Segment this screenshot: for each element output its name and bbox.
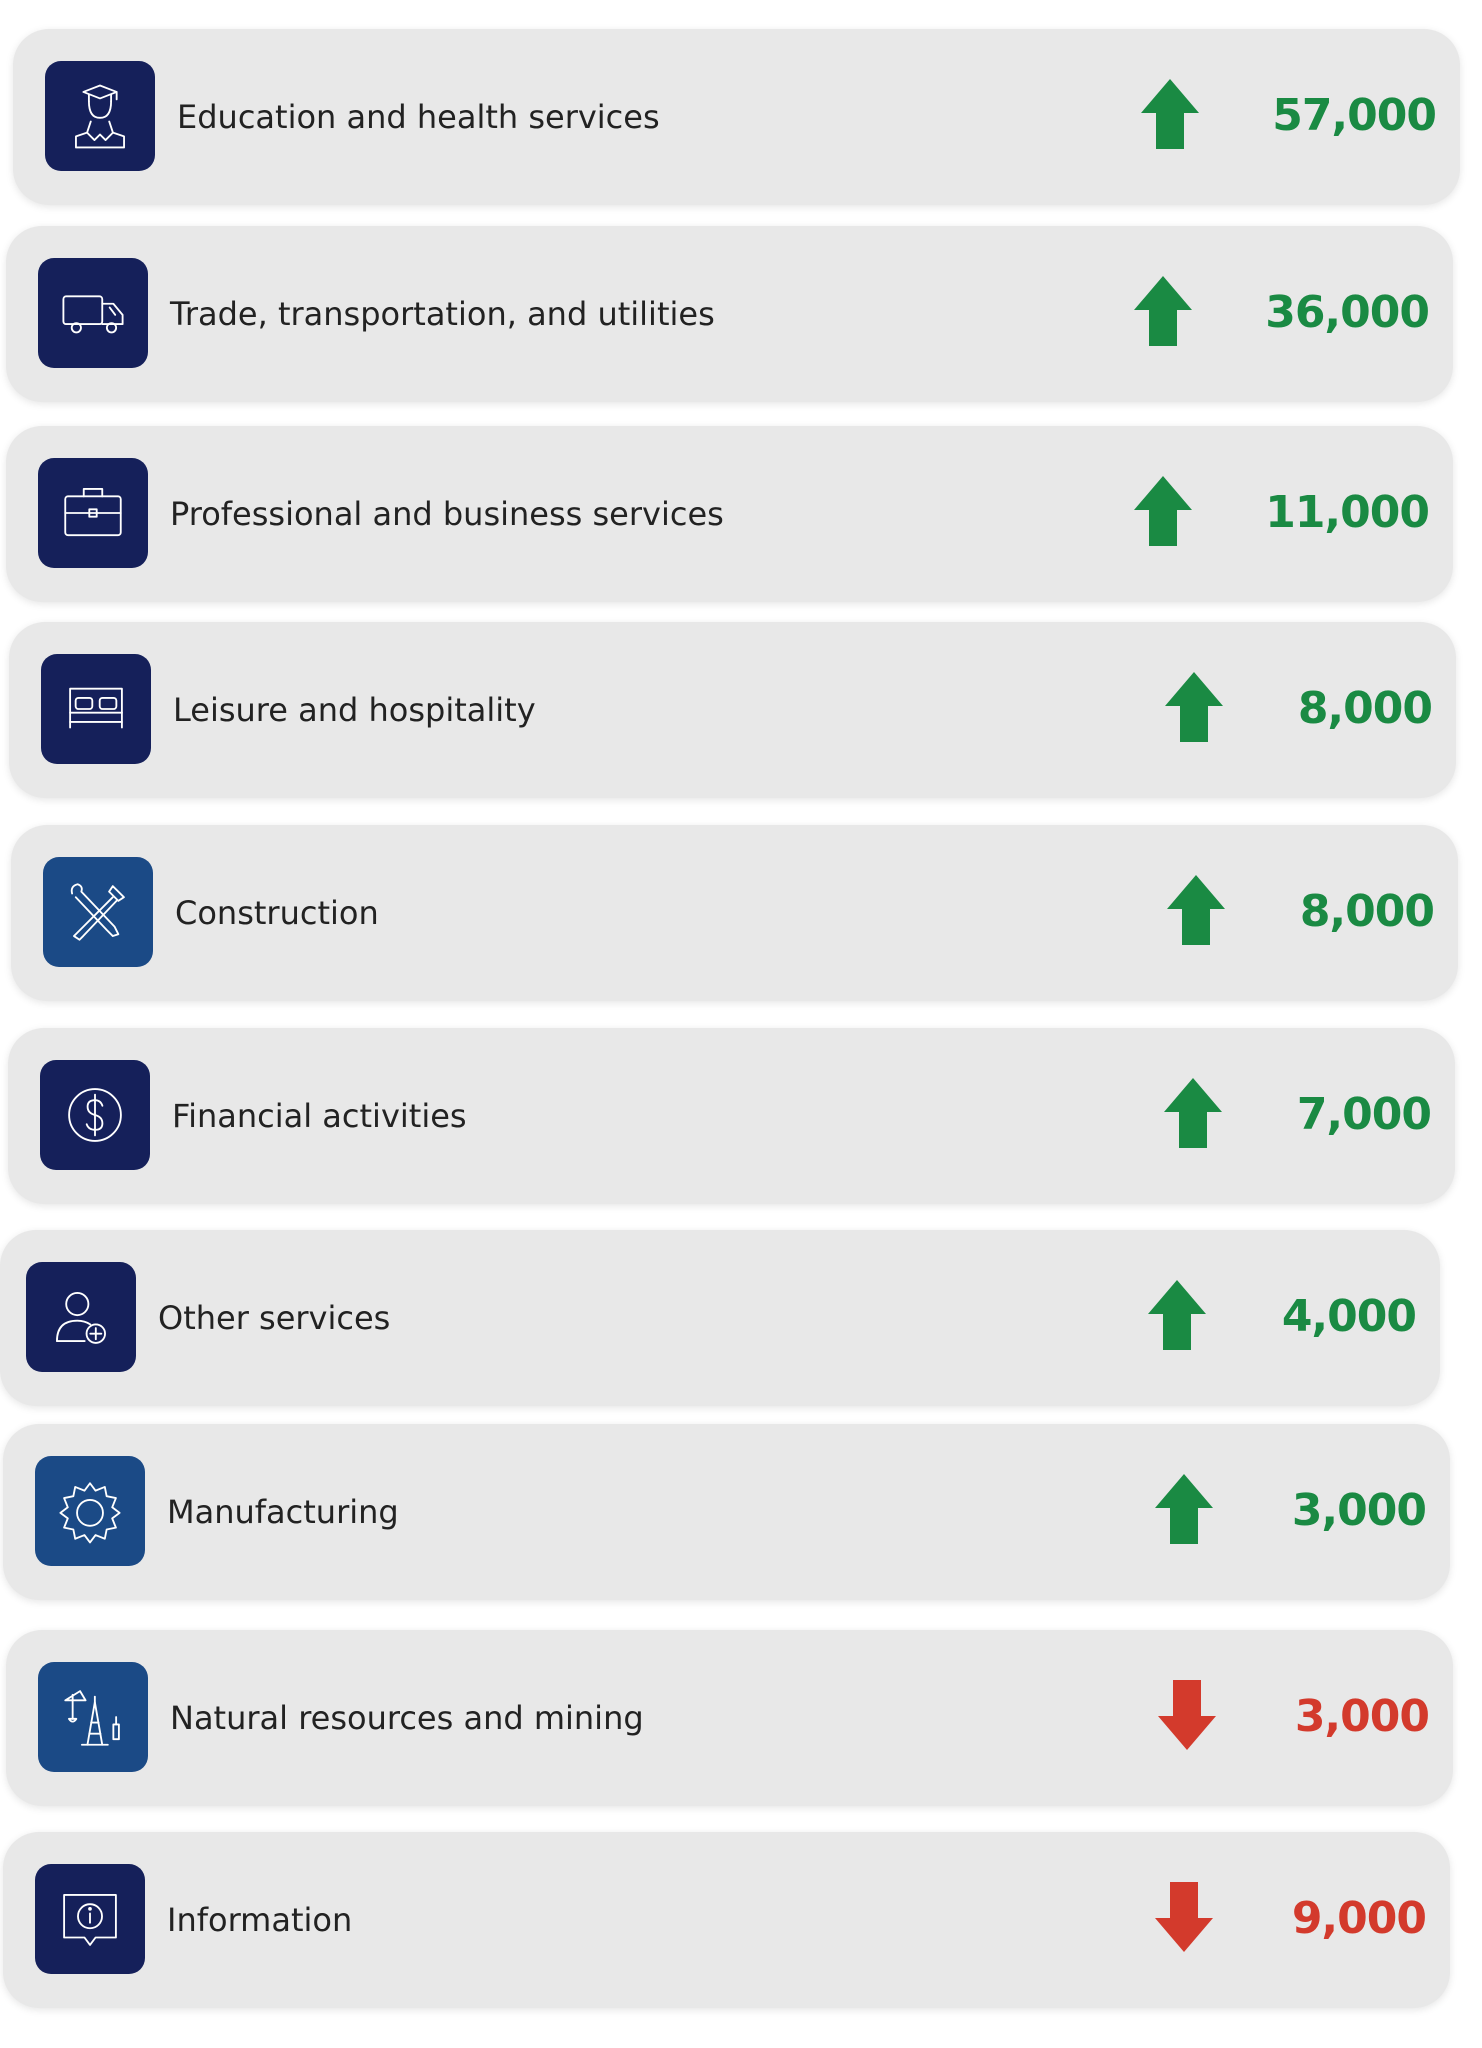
row-value: 9,000 [1291,1893,1427,1944]
list-item: Education and health services 57,000 [13,29,1460,205]
row-value: 8,000 [1297,683,1433,734]
list-item: Construction 8,000 [11,825,1458,1001]
row-label: Trade, transportation, and utilities [170,295,715,333]
list-item: Natural resources and mining 3,000 [6,1630,1453,1806]
graduate-icon [45,61,155,171]
up-arrow-icon [1148,1280,1206,1350]
row-value: 3,000 [1291,1485,1427,1536]
row-value: 8,000 [1299,886,1435,937]
list-item: Manufacturing 3,000 [3,1424,1450,1600]
briefcase-icon [38,458,148,568]
up-arrow-icon [1155,1474,1213,1544]
up-arrow-icon [1167,875,1225,945]
list-item: Other services 4,000 [0,1230,1440,1406]
row-label: Natural resources and mining [170,1699,644,1737]
row-label: Manufacturing [167,1493,399,1531]
row-label: Professional and business services [170,495,724,533]
truck-icon [38,258,148,368]
row-value: 11,000 [1265,487,1430,538]
info-icon [35,1864,145,1974]
dollar-icon [40,1060,150,1170]
gear-icon [35,1456,145,1566]
tools-icon [43,857,153,967]
row-value: 7,000 [1296,1089,1432,1140]
up-arrow-icon [1164,1078,1222,1148]
list-item: Trade, transportation, and utilities 36,… [6,226,1453,402]
row-value: 3,000 [1294,1691,1430,1742]
row-label: Leisure and hospitality [173,691,536,729]
list-item: Professional and business services 11,00… [6,426,1453,602]
list-item: Financial activities 7,000 [8,1028,1455,1204]
row-label: Construction [175,894,379,932]
down-arrow-icon [1155,1882,1213,1952]
down-arrow-icon [1158,1680,1216,1750]
up-arrow-icon [1134,276,1192,346]
bed-icon [41,654,151,764]
row-value: 57,000 [1272,90,1437,141]
up-arrow-icon [1134,476,1192,546]
list-item: Leisure and hospitality 8,000 [9,622,1456,798]
row-label: Education and health services [177,98,660,136]
row-value: 36,000 [1265,287,1430,338]
up-arrow-icon [1165,672,1223,742]
row-label: Other services [158,1299,391,1337]
list-item: Information 9,000 [3,1832,1450,2008]
row-label: Information [167,1901,353,1939]
oil-rig-icon [38,1662,148,1772]
row-value: 4,000 [1281,1291,1417,1342]
person-plus-icon [26,1262,136,1372]
row-label: Financial activities [172,1097,467,1135]
up-arrow-icon [1141,79,1199,149]
